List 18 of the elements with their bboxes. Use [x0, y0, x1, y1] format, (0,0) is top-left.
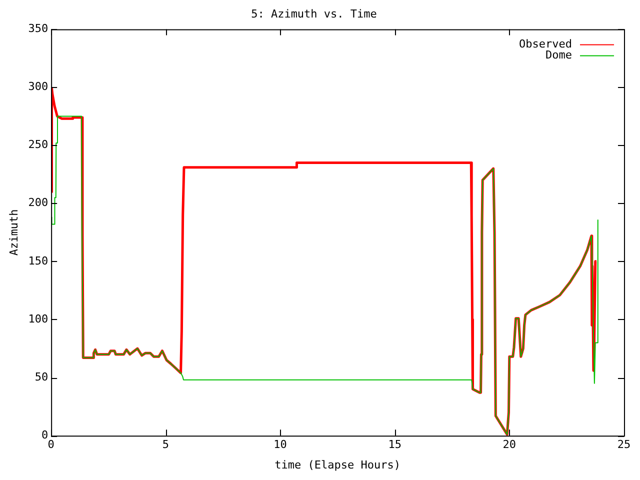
- y-tick-label: 150: [28, 254, 48, 268]
- x-axis-title: time (Elapse Hours): [274, 458, 400, 472]
- y-axis-title: Azimuth: [7, 209, 20, 256]
- y-tick-label: 0: [41, 428, 48, 442]
- x-tick-label: 10: [274, 438, 287, 452]
- y-tick-label: 350: [28, 22, 48, 36]
- x-tick-label: 25: [617, 438, 631, 452]
- y-tick-label: 200: [28, 196, 48, 210]
- x-tick-label: 5: [162, 438, 169, 452]
- x-tick-label: 15: [388, 438, 402, 452]
- y-tick-label: 250: [28, 138, 48, 152]
- legend-label: Observed: [519, 38, 572, 51]
- legend-label: Dome: [546, 48, 572, 62]
- y-tick-label: 50: [34, 370, 48, 384]
- chart-title: 5: Azimuth vs. Time: [251, 7, 377, 20]
- y-tick-label: 300: [28, 80, 48, 94]
- y-tick-label: 100: [28, 312, 48, 326]
- x-tick-label: 20: [502, 438, 516, 452]
